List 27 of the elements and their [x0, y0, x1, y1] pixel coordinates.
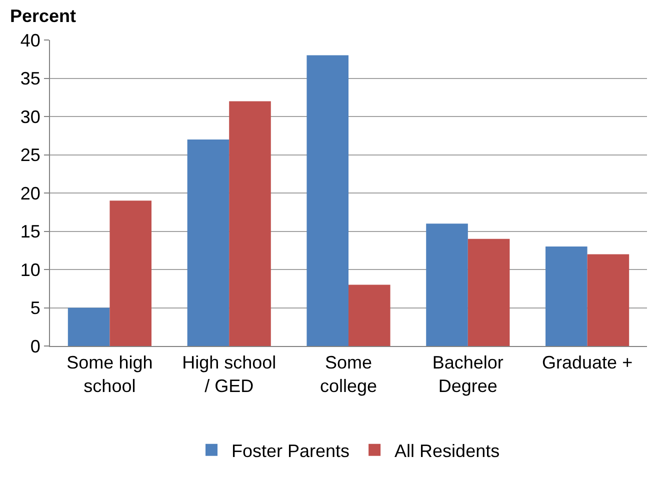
y-tick-label: 10	[20, 260, 40, 280]
y-tick-label: 20	[20, 183, 40, 204]
bar	[468, 238, 510, 346]
x-tick-label: Some high school	[66, 352, 153, 396]
bar	[587, 254, 630, 346]
y-tick-label: 5	[30, 298, 40, 318]
bar	[306, 55, 348, 346]
y-tick-label: 25	[20, 145, 40, 166]
bar	[68, 308, 110, 346]
y-tick-label: 0	[30, 336, 40, 356]
y-tick-label: 35	[20, 68, 40, 89]
y-tick-label: 40	[20, 30, 40, 50]
x-tick-label: Some college	[320, 352, 378, 396]
bar	[187, 139, 230, 346]
y-tick-label: 15	[20, 222, 40, 242]
bar	[229, 101, 271, 346]
y-axis-title: Percent	[10, 6, 76, 26]
x-tick-label: Bachelor Degree	[432, 352, 504, 396]
bar	[110, 200, 152, 346]
bar	[426, 224, 468, 346]
bar	[348, 284, 390, 346]
y-tick-label: 30	[20, 106, 40, 127]
x-tick-label: Graduate +	[542, 352, 633, 373]
legend-label: All Residents	[394, 440, 500, 461]
legend-label: Foster Parents	[232, 440, 350, 461]
bar	[546, 246, 588, 346]
x-tick-label: High school / GED	[182, 352, 276, 396]
